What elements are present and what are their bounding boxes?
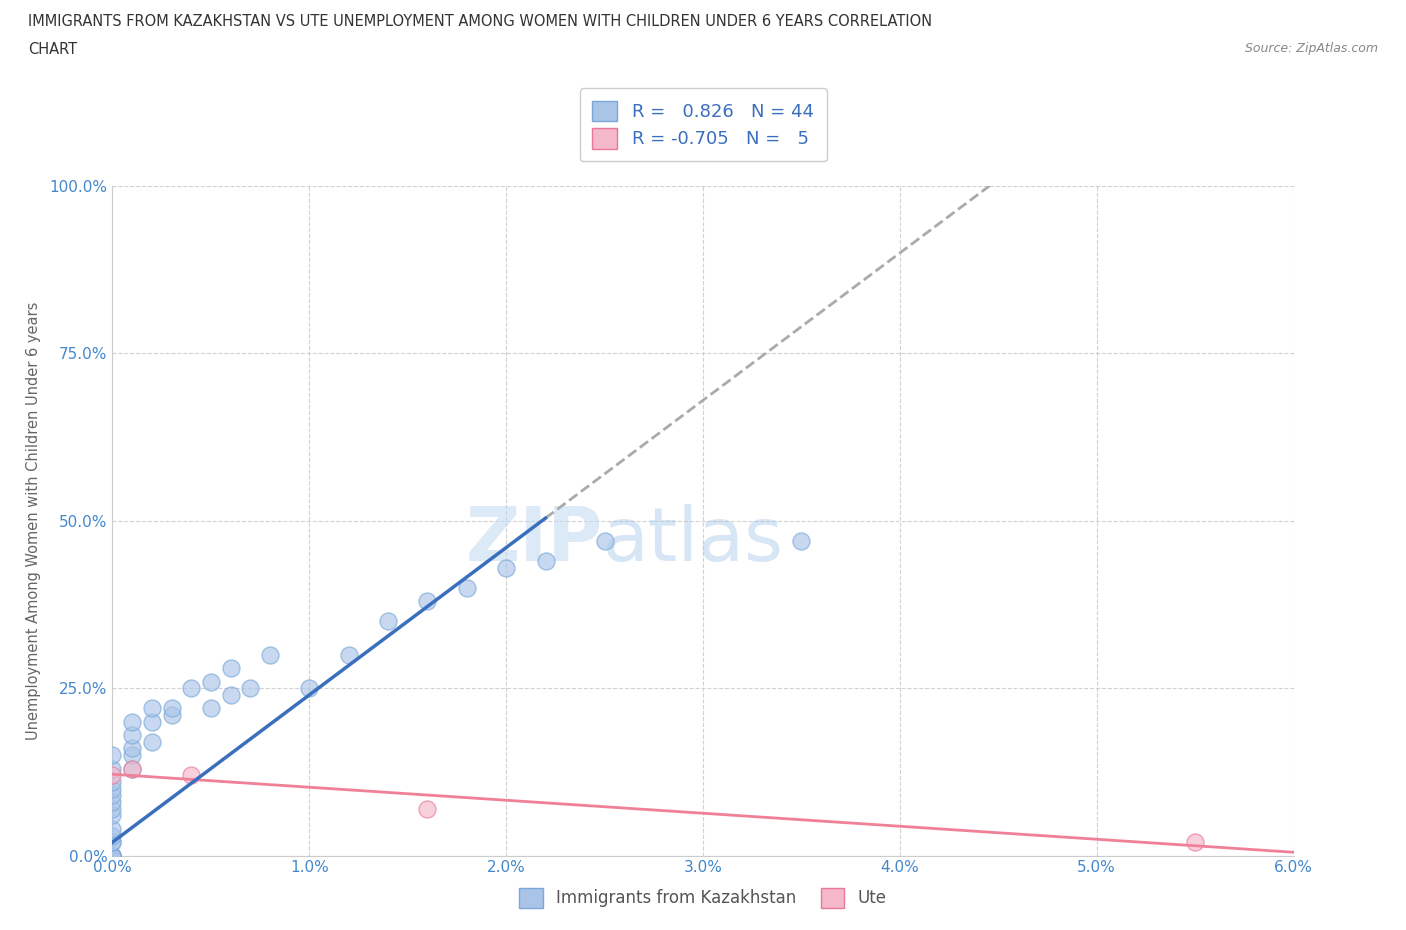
Point <box>593 534 616 549</box>
Point <box>101 802 124 817</box>
Point <box>101 848 124 863</box>
Text: IMMIGRANTS FROM KAZAKHSTAN VS UTE UNEMPLOYMENT AMONG WOMEN WITH CHILDREN UNDER 6: IMMIGRANTS FROM KAZAKHSTAN VS UTE UNEMPL… <box>28 14 932 29</box>
Legend: Immigrants from Kazakhstan, Ute: Immigrants from Kazakhstan, Ute <box>513 882 893 914</box>
Point <box>101 828 124 843</box>
Point <box>377 614 399 629</box>
Point <box>259 647 281 662</box>
Point <box>101 821 124 836</box>
Point <box>121 748 143 763</box>
Point <box>101 768 124 783</box>
Point <box>337 647 360 662</box>
Point <box>219 660 242 675</box>
Point <box>141 714 163 729</box>
Point <box>101 848 124 863</box>
Text: atlas: atlas <box>603 504 783 578</box>
Point <box>101 775 124 790</box>
Text: CHART: CHART <box>28 42 77 57</box>
Text: ZIP: ZIP <box>465 504 603 578</box>
Point <box>219 687 242 702</box>
Point <box>180 768 202 783</box>
Point <box>534 553 557 568</box>
Point <box>101 748 124 763</box>
Point <box>160 708 183 723</box>
Point <box>141 735 163 750</box>
Point <box>121 741 143 756</box>
Point <box>101 848 124 863</box>
Point <box>101 835 124 850</box>
Point <box>101 761 124 776</box>
Point <box>180 681 202 696</box>
Point <box>121 727 143 742</box>
Point <box>101 848 124 863</box>
Point <box>101 848 124 863</box>
Point <box>1184 835 1206 850</box>
Text: Source: ZipAtlas.com: Source: ZipAtlas.com <box>1244 42 1378 55</box>
Point <box>101 794 124 809</box>
Point <box>416 802 439 817</box>
Point <box>121 761 143 776</box>
Point <box>121 714 143 729</box>
Point <box>141 701 163 716</box>
Point <box>101 808 124 823</box>
Point <box>495 560 517 575</box>
Point <box>790 534 813 549</box>
Point <box>101 848 124 863</box>
Point <box>200 674 222 689</box>
Point <box>160 701 183 716</box>
Point <box>200 701 222 716</box>
Point <box>298 681 321 696</box>
Point <box>416 593 439 608</box>
Point <box>101 781 124 796</box>
Point <box>239 681 262 696</box>
Point <box>456 580 478 595</box>
Point <box>121 761 143 776</box>
Point <box>101 788 124 803</box>
Point <box>101 835 124 850</box>
Y-axis label: Unemployment Among Women with Children Under 6 years: Unemployment Among Women with Children U… <box>27 301 41 740</box>
